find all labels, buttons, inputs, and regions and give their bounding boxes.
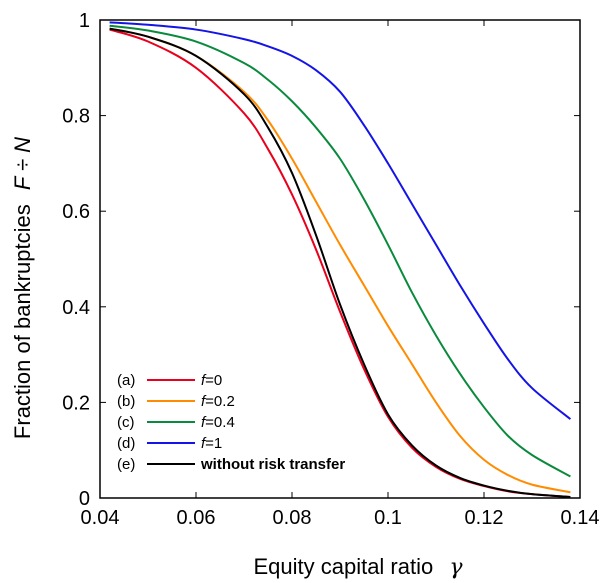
legend-label-value: =0.4	[205, 414, 235, 431]
x-tick-label: 0.14	[561, 507, 600, 529]
legend: (a) f=0(b) f=0.2(c) f=0.4(d) f=1(e) without r…	[117, 372, 345, 473]
series-layer	[109, 21, 572, 499]
legend-label-variable: f	[201, 372, 207, 389]
legend-tag: (c)	[117, 414, 135, 431]
legend-label-variable: f	[201, 435, 207, 452]
y-tick-label: 0	[79, 488, 90, 510]
legend-label: f=0.2	[201, 393, 235, 410]
series-line-a	[109, 28, 571, 499]
x-tick-label: 0.08	[273, 507, 312, 529]
y-tick-label: 0.4	[62, 297, 90, 319]
legend-label: without risk transfer	[200, 456, 345, 473]
tick-layer: 0.04 0.06 0.08 0.1 0.12 0.14 0 0.2 0.4 0.6 0.8 1	[62, 10, 599, 529]
legend-item-c: (c) f=0.4	[117, 414, 235, 431]
legend-label-value: =0	[205, 372, 222, 389]
legend-label-variable: f	[201, 393, 207, 410]
x-tick-label: 0.1	[374, 507, 402, 529]
plot-border	[99, 19, 581, 499]
plot-frame	[99, 19, 581, 499]
series-line-c	[109, 24, 571, 478]
y-axis-title: Fraction of bankruptcies F ÷ N	[10, 137, 35, 439]
legend-label: f=0	[201, 372, 222, 389]
legend-label: f=0.4	[201, 414, 235, 431]
x-tick-label: 0.06	[177, 507, 216, 529]
legend-tag: (b)	[117, 393, 135, 410]
series-line-d	[109, 21, 572, 420]
legend-label-value: =1	[205, 435, 222, 452]
legend-tag: (d)	[117, 435, 135, 452]
y-tick-label: 0.6	[62, 201, 90, 223]
legend-tag: (a)	[117, 372, 135, 389]
x-axis-label: Equity capital ratio	[253, 554, 433, 579]
x-tick-label: 0.12	[465, 507, 504, 529]
legend-item-e: (e) without risk transfer	[117, 456, 345, 473]
x-axis-symbol: γ	[449, 555, 463, 580]
y-axis-symbol: F ÷ N	[10, 137, 35, 190]
y-axis-label: Fraction of bankruptcies	[10, 204, 35, 439]
legend-item-a: (a) f=0	[117, 372, 222, 389]
y-tick-label: 0.2	[62, 392, 90, 414]
legend-tag: (e)	[117, 456, 135, 473]
legend-label-value: without risk transfer	[200, 456, 345, 473]
y-tick-label: 0.8	[62, 106, 90, 128]
legend-item-b: (b) f=0.2	[117, 393, 235, 410]
legend-label-variable: f	[201, 414, 207, 431]
x-axis-title: Equity capital ratio γ	[253, 554, 463, 580]
legend-item-d: (d) f=1	[117, 435, 222, 452]
legend-label: f=1	[201, 435, 222, 452]
x-tick-label: 0.04	[81, 507, 120, 529]
legend-label-value: =0.2	[205, 393, 235, 410]
y-tick-label: 1	[79, 10, 90, 32]
series-line-e	[109, 27, 571, 499]
